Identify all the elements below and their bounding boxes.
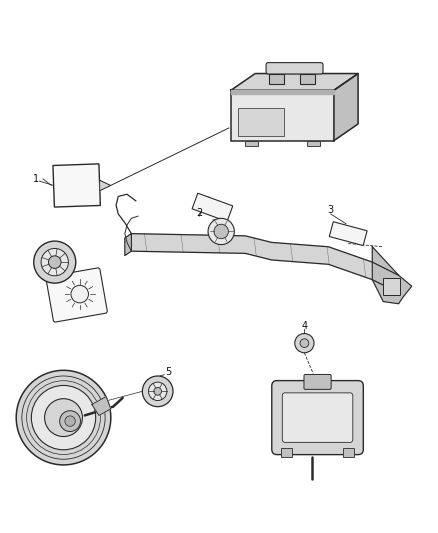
Bar <box>245 141 258 146</box>
Text: 2: 2 <box>196 208 202 217</box>
Text: 4: 4 <box>301 321 307 330</box>
Polygon shape <box>231 74 358 90</box>
Polygon shape <box>99 180 110 191</box>
FancyBboxPatch shape <box>272 381 363 455</box>
Polygon shape <box>92 397 111 415</box>
Text: 1: 1 <box>33 174 39 184</box>
Bar <box>192 193 233 222</box>
Circle shape <box>34 241 76 283</box>
Text: 5: 5 <box>166 367 172 377</box>
FancyBboxPatch shape <box>304 375 331 390</box>
Bar <box>238 109 284 136</box>
Circle shape <box>45 399 82 437</box>
Bar <box>307 141 320 146</box>
Bar <box>300 74 315 84</box>
Text: 3: 3 <box>328 205 334 215</box>
Circle shape <box>16 370 111 465</box>
Bar <box>343 448 354 457</box>
Polygon shape <box>372 247 412 304</box>
Bar <box>281 448 292 457</box>
Polygon shape <box>231 90 334 94</box>
Circle shape <box>148 382 167 400</box>
Circle shape <box>208 219 234 245</box>
Circle shape <box>142 376 173 407</box>
Circle shape <box>295 334 314 353</box>
Circle shape <box>71 285 88 303</box>
Circle shape <box>214 224 229 239</box>
Circle shape <box>41 248 68 276</box>
FancyBboxPatch shape <box>266 62 323 74</box>
Circle shape <box>65 416 75 426</box>
Polygon shape <box>334 74 358 141</box>
FancyBboxPatch shape <box>46 268 107 322</box>
Bar <box>383 278 400 295</box>
Circle shape <box>300 339 309 348</box>
Circle shape <box>32 385 95 450</box>
Polygon shape <box>125 233 131 255</box>
Polygon shape <box>131 233 399 293</box>
Circle shape <box>60 411 81 432</box>
Circle shape <box>154 387 162 395</box>
Bar <box>329 222 367 246</box>
FancyBboxPatch shape <box>282 393 353 442</box>
Bar <box>53 164 100 207</box>
Bar <box>231 90 334 141</box>
Circle shape <box>49 256 61 269</box>
Bar <box>269 74 285 84</box>
